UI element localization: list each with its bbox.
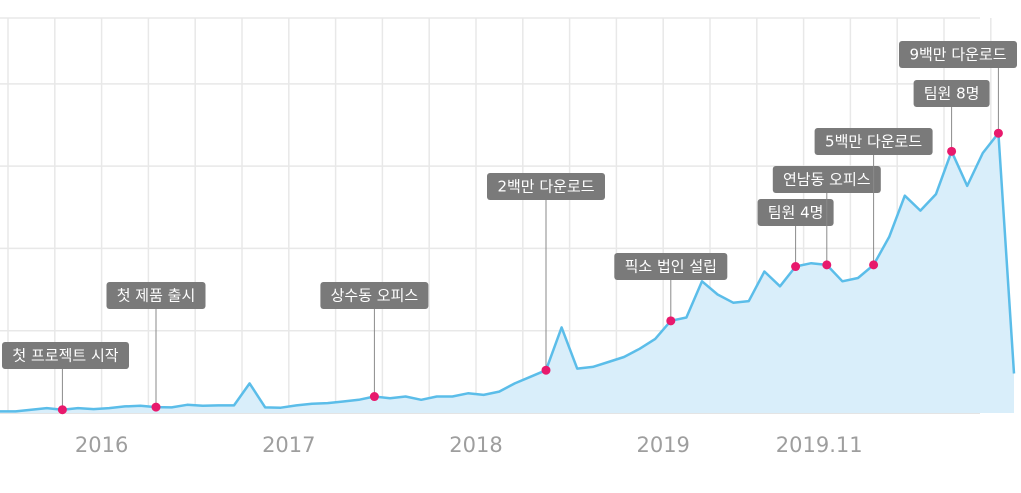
milestone-marker <box>947 146 957 156</box>
annotation-label: 첫 제품 출시 <box>117 287 196 305</box>
x-tick-label: 2019.11 <box>776 433 863 457</box>
milestone-marker <box>869 260 879 270</box>
annotation-box <box>614 253 728 280</box>
milestone-annotation: 팀원 4명 <box>757 199 834 272</box>
annotation-label: 첫 프로젝트 시작 <box>12 347 118 365</box>
annotation-box <box>757 199 834 226</box>
milestone-annotation: 첫 제품 출시 <box>106 282 206 412</box>
milestone-marker <box>57 405 67 415</box>
x-tick-label: 2018 <box>449 433 502 457</box>
annotation-label: 팀원 8명 <box>924 85 980 103</box>
annotation-label: 5백만 다운로드 <box>825 133 922 151</box>
milestone-marker <box>993 128 1003 138</box>
milestone-marker <box>541 365 551 375</box>
milestone-marker <box>666 316 676 326</box>
annotation-box <box>814 128 933 155</box>
annotation-box <box>772 166 881 193</box>
annotation-label: 9백만 다운로드 <box>909 46 1006 64</box>
annotation-label: 픽소 법인 설립 <box>625 258 717 276</box>
annotation-box <box>2 342 129 369</box>
milestone-annotation: 2백만 다운로드 <box>487 173 605 375</box>
milestone-marker <box>822 260 832 270</box>
milestone-marker <box>791 262 801 272</box>
milestone-annotation: 5백만 다운로드 <box>814 128 933 270</box>
milestone-annotation: 연남동 오피스 <box>772 166 881 270</box>
milestone-annotation: 상수동 오피스 <box>320 282 429 402</box>
annotation-label: 2백만 다운로드 <box>497 178 594 196</box>
milestone-annotation: 픽소 법인 설립 <box>614 253 728 326</box>
milestone-annotation: 첫 프로젝트 시작 <box>2 342 129 415</box>
series-area-fill <box>0 133 1014 413</box>
x-tick-label: 2017 <box>262 433 315 457</box>
annotation-label: 팀원 4명 <box>768 204 824 222</box>
series-line <box>0 131 1016 413</box>
milestone-marker <box>151 402 161 412</box>
chart-area-layer <box>0 131 1016 413</box>
milestone-annotation: 팀원 8명 <box>913 80 990 156</box>
annotation-box <box>320 282 429 309</box>
x-tick-label: 2016 <box>75 433 128 457</box>
annotation-box <box>487 173 605 200</box>
annotation-label: 연남동 오피스 <box>783 171 871 189</box>
annotation-label: 상수동 오피스 <box>331 287 419 305</box>
annotation-box <box>913 80 990 107</box>
milestone-annotation: 9백만 다운로드 <box>899 41 1017 138</box>
x-axis-ticks: 2016 2017 2018 2019 2019.11 <box>75 433 863 457</box>
annotation-box <box>899 41 1017 68</box>
annotation-box <box>106 282 206 309</box>
x-tick-label: 2019 <box>636 433 689 457</box>
milestone-marker <box>369 392 379 402</box>
